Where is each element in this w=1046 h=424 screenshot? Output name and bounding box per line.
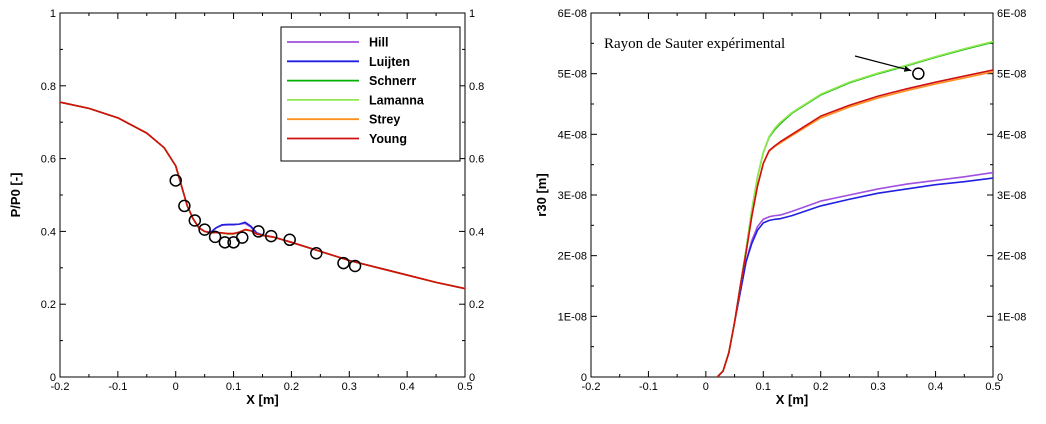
legend-entry-hill: Hill	[369, 36, 388, 50]
y-tick-label: 5E-08	[558, 69, 587, 81]
y-tick-label: 0.8	[41, 81, 56, 93]
series-line-young	[60, 101, 465, 290]
data-marker	[348, 259, 362, 273]
series-group	[716, 40, 993, 377]
x-tick-label: -0.1	[639, 381, 658, 393]
plot-frame	[590, 12, 994, 378]
x-tick-label: 0.1	[226, 381, 241, 393]
legend-entry-lamanna: Lamanna	[369, 93, 425, 107]
y-tick-label-right: 6E-08	[997, 8, 1026, 20]
y-tick-label: 3E-08	[558, 190, 587, 202]
data-marker	[218, 236, 232, 249]
y-tick-label: 0.2	[41, 299, 56, 311]
x-tick-label: 0.5	[457, 381, 472, 393]
y-tick-label: 0	[50, 372, 56, 384]
data-marker	[169, 174, 182, 187]
series-line-young	[716, 69, 993, 377]
y-tick-label: 0.4	[41, 226, 56, 238]
y-tick-label-right: 1E-08	[997, 311, 1026, 323]
legend: Hill Luijten Schnerr Lamanna Strey Young	[280, 26, 461, 162]
x-tick-label: 0.4	[399, 381, 414, 393]
x-tick-label: -0.1	[108, 381, 127, 393]
y-tick-label-right: 5E-08	[997, 69, 1026, 81]
y-tick-label-right: 0	[997, 372, 1003, 384]
x-tick-label: 0	[173, 381, 179, 393]
y-tick-label: 6E-08	[558, 8, 587, 20]
y-axis-label: P/P0 [-]	[8, 173, 23, 218]
data-marker	[252, 225, 265, 238]
y-tick-label-right: 0.4	[469, 226, 484, 238]
data-marker	[188, 214, 202, 227]
x-tick-label: 0.2	[813, 381, 828, 393]
data-marker	[236, 231, 249, 244]
data-marker	[337, 256, 350, 270]
y-tick-label: 2E-08	[558, 251, 587, 263]
series-line-lamanna	[716, 40, 993, 377]
y-axis-label: r30 [m]	[534, 173, 549, 216]
x-tick-label: 0.2	[284, 381, 299, 393]
y-tick-label-right: 3E-08	[997, 190, 1026, 202]
y-tick-label: 0	[581, 372, 587, 384]
y-tick-label: 0.6	[41, 154, 56, 166]
y-tick-label-right: 0.6	[469, 154, 484, 166]
y-tick-label-right: 1	[469, 8, 475, 20]
y-tick-label: 4E-08	[558, 129, 587, 141]
y-tick-label-right: 0.8	[469, 81, 484, 93]
x-tick-label: 0.3	[870, 381, 885, 393]
x-axis-label: X [m]	[776, 392, 809, 407]
x-tick-label: 0.5	[985, 381, 1000, 393]
x-tick-label: 0	[703, 381, 709, 393]
series-line-hill	[716, 171, 993, 377]
annotation-text: Rayon de Sauter expérimental	[604, 36, 785, 52]
data-marker	[198, 223, 211, 236]
x-tick-label: 0.1	[756, 381, 771, 393]
annotation-arrow	[854, 55, 912, 72]
legend-entry-strey: Strey	[369, 113, 400, 127]
y-tick-label: 1	[50, 8, 56, 20]
data-marker	[264, 229, 278, 243]
x-tick-label: 0.4	[928, 381, 943, 393]
data-marker	[283, 233, 296, 247]
series-group	[60, 101, 465, 290]
x-axis-label: X [m]	[246, 392, 279, 407]
y-tick-label-right: 2E-08	[997, 251, 1026, 263]
series-line-luijten	[716, 177, 993, 377]
data-marker	[208, 230, 222, 244]
x-tick-label: 0.3	[342, 381, 357, 393]
data-marker	[912, 67, 925, 80]
series-line-schnerr	[716, 41, 993, 377]
x-tick-label: -0.2	[582, 381, 601, 393]
annotation: Rayon de Sauter expérimental	[604, 36, 912, 72]
y-tick-label: 1E-08	[558, 311, 587, 323]
legend-entry-schnerr: Schnerr	[369, 74, 416, 88]
y-tick-label-right: 4E-08	[997, 129, 1026, 141]
y-tick-label-right: 0.2	[469, 299, 484, 311]
data-marker	[178, 199, 191, 213]
legend-entry-luijten: Luijten	[369, 55, 410, 69]
data-marker	[310, 246, 323, 260]
chart-2: -0.2 -0.1 0 0.1 0.2 0.3 0.4 0.50 01E-08 1E-082E-0…	[534, 8, 1026, 407]
x-tick-label: -0.2	[51, 381, 70, 393]
legend-entry-young: Young	[369, 132, 407, 146]
y-tick-label-right: 0	[469, 372, 475, 384]
chart-1: -0.2 -0.1 0 0.1 0.2 0.3 0.4 0.50 00.2 0.20.4 0.40.…	[8, 8, 484, 407]
